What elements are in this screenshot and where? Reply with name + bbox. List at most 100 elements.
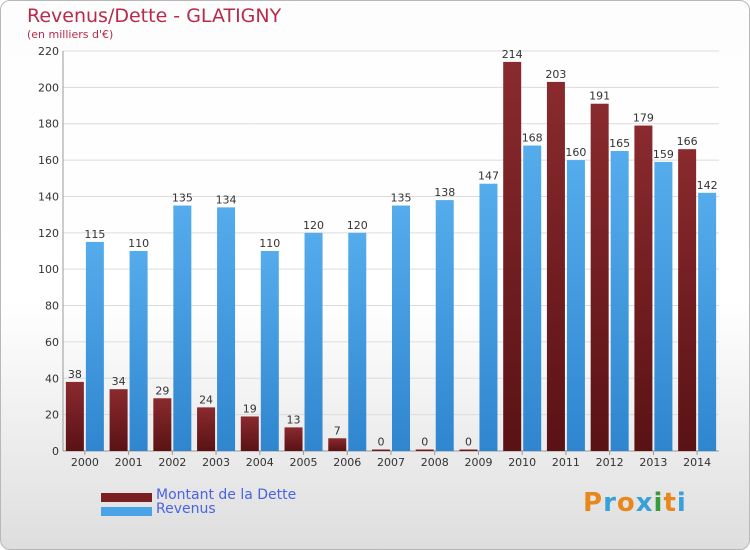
logo-letter: x [635,488,654,518]
data-label-revenus: 159 [653,148,674,161]
x-tick-label: 2003 [202,456,230,469]
legend-swatch-dette [101,493,152,502]
bar-revenus [129,251,148,451]
logo-letter: P [583,488,604,518]
y-tick-label: 80 [45,300,59,313]
data-label-dette: 191 [589,90,610,103]
bar-dette [546,81,565,451]
data-label-dette: 0 [421,436,428,449]
x-tick-label: 2005 [290,456,318,469]
data-label-dette: 0 [465,436,472,449]
bar-dette [590,103,609,452]
bar-dette [503,61,522,452]
data-label-dette: 179 [633,112,654,125]
chart-subtitle: (en milliers d'€) [27,28,114,41]
bar-dette [284,427,303,451]
x-tick-label: 2001 [115,456,143,469]
bar-dette [109,389,128,451]
bar-revenus [348,232,367,451]
bar-revenus [435,200,454,451]
data-label-revenus: 115 [84,228,105,241]
bar-dette [153,398,172,451]
bar-dette [634,125,653,451]
data-label-dette: 34 [112,375,126,388]
x-tick-label: 2010 [508,456,536,469]
bar-revenus [85,241,104,451]
data-label-revenus: 135 [172,192,193,205]
y-tick-label: 100 [38,263,59,276]
data-label-revenus: 138 [434,186,455,199]
data-label-dette: 38 [68,368,82,381]
bar-revenus [523,145,542,451]
bar-revenus [566,160,585,451]
bar-revenus [260,251,279,451]
y-tick-label: 0 [52,445,59,458]
data-label-revenus: 168 [522,132,543,145]
data-label-dette: 203 [545,68,566,81]
logo-letter: o [616,488,636,518]
data-label-dette: 19 [243,402,257,415]
data-label-revenus: 120 [347,219,368,232]
legend-label-dette: Montant de la Dette [156,487,297,503]
y-tick-label: 180 [38,118,59,131]
y-tick-label: 220 [38,45,59,58]
y-tick-label: 120 [38,227,59,240]
data-label-revenus: 134 [216,193,237,206]
bar-dette [240,416,259,451]
x-tick-label: 2006 [333,456,361,469]
legend-swatch-revenus [101,507,152,516]
bar-dette [372,449,390,451]
logo-letter: r [603,488,617,518]
x-tick-label: 2002 [158,456,186,469]
bar-revenus [654,161,673,451]
x-tick-label: 2012 [596,456,624,469]
bar-dette [328,438,347,451]
y-tick-label: 160 [38,154,59,167]
data-label-revenus: 142 [697,179,718,192]
x-tick-label: 2008 [421,456,449,469]
data-label-dette: 7 [334,424,341,437]
bar-revenus [304,232,323,451]
data-label-dette: 13 [287,413,301,426]
y-tick-label: 140 [38,190,59,203]
proxiti-logo: Proxiti [583,488,687,518]
y-tick-label: 200 [38,81,59,94]
bar-dette [678,149,697,451]
bar-dette [65,381,84,451]
data-label-revenus: 160 [565,146,586,159]
bar-revenus [610,151,629,451]
logo-letter: t [663,488,677,518]
data-label-revenus: 110 [128,237,149,250]
data-label-revenus: 147 [478,170,499,183]
data-label-revenus: 165 [609,137,630,150]
bar-dette [415,449,434,451]
x-tick-label: 2013 [639,456,667,469]
logo-letter: i [676,488,687,518]
data-label-dette: 214 [502,48,523,61]
x-tick-label: 2000 [71,456,99,469]
data-label-revenus: 110 [259,237,280,250]
y-tick-label: 60 [45,336,59,349]
bar-revenus [173,205,192,451]
legend-label-revenus: Revenus [156,501,216,517]
x-tick-label: 2014 [683,456,711,469]
bar-revenus [698,192,717,451]
logo-letter: i [653,488,664,518]
data-label-revenus: 120 [303,219,324,232]
data-label-dette: 29 [155,384,169,397]
data-label-revenus: 135 [391,192,412,205]
data-label-dette: 24 [199,393,213,406]
chart-title: Revenus/Dette - GLATIGNY [27,5,282,27]
bar-revenus [392,205,410,451]
x-tick-label: 2009 [464,456,492,469]
x-tick-label: 2007 [377,456,405,469]
bar-dette [459,449,478,451]
bar-revenus [217,207,236,451]
x-tick-label: 2011 [552,456,580,469]
bar-dette [197,407,216,451]
y-tick-label: 20 [45,409,59,422]
data-label-dette: 166 [677,135,698,148]
data-label-dette: 0 [378,436,385,449]
